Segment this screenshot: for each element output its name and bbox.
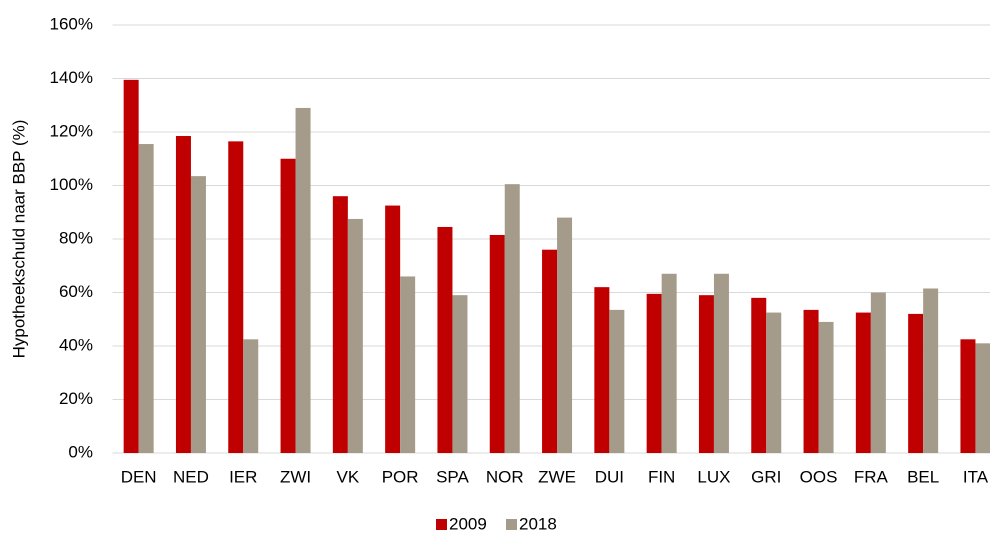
bar bbox=[609, 309, 625, 453]
bar bbox=[698, 295, 714, 453]
bar bbox=[870, 292, 886, 453]
bar bbox=[557, 217, 573, 453]
bar bbox=[751, 297, 767, 453]
bar bbox=[713, 273, 729, 453]
bar bbox=[347, 218, 363, 453]
y-tick-label: 120% bbox=[50, 121, 93, 140]
x-tick-label: DUI bbox=[595, 467, 624, 486]
bar bbox=[228, 141, 244, 454]
bar bbox=[400, 276, 416, 453]
x-tick-label: BEL bbox=[907, 467, 939, 486]
x-tick-label: ITA bbox=[963, 467, 989, 486]
x-tick-label: GRI bbox=[751, 467, 781, 486]
y-tick-label: 100% bbox=[50, 175, 93, 194]
bar bbox=[175, 136, 191, 453]
bar bbox=[855, 312, 871, 453]
x-tick-label: POR bbox=[382, 467, 419, 486]
x-tick-label: DEN bbox=[121, 467, 157, 486]
y-tick-label: 60% bbox=[59, 282, 93, 301]
bar bbox=[908, 313, 924, 453]
x-tick-label: SPA bbox=[436, 467, 469, 486]
legend-label: 2009 bbox=[449, 514, 487, 533]
bar bbox=[923, 288, 939, 453]
bar bbox=[504, 184, 520, 453]
bar bbox=[280, 158, 296, 453]
x-tick-label: FIN bbox=[648, 467, 675, 486]
y-tick-label: 80% bbox=[59, 228, 93, 247]
x-tick-label: NED bbox=[173, 467, 209, 486]
y-tick-label: 40% bbox=[59, 335, 93, 354]
bar bbox=[243, 339, 259, 453]
x-tick-label: ZWI bbox=[280, 467, 311, 486]
bar bbox=[646, 293, 662, 453]
y-tick-label: 160% bbox=[50, 14, 93, 33]
x-tick-label: ZWE bbox=[538, 467, 576, 486]
x-tick-label: OOS bbox=[800, 467, 838, 486]
bar bbox=[818, 321, 834, 453]
bar bbox=[661, 273, 677, 453]
x-tick-label: VK bbox=[337, 467, 360, 486]
bar bbox=[138, 144, 154, 453]
y-tick-label: 140% bbox=[50, 68, 93, 87]
bar bbox=[975, 343, 990, 453]
bar bbox=[803, 309, 819, 453]
legend-swatch bbox=[436, 519, 447, 530]
bar bbox=[437, 226, 453, 453]
bar bbox=[123, 79, 139, 454]
bar bbox=[332, 196, 348, 453]
x-tick-label: NOR bbox=[486, 467, 524, 486]
bar bbox=[960, 339, 976, 453]
x-tick-label: IER bbox=[229, 467, 257, 486]
legend-swatch bbox=[506, 519, 517, 530]
bar bbox=[766, 312, 782, 453]
bar bbox=[594, 287, 610, 453]
bar bbox=[489, 234, 505, 453]
y-tick-label: 20% bbox=[59, 389, 93, 408]
legend-label: 2018 bbox=[519, 514, 557, 533]
x-tick-label: FRA bbox=[854, 467, 889, 486]
bar bbox=[385, 205, 401, 453]
bar bbox=[542, 249, 558, 453]
x-tick-label: LUX bbox=[697, 467, 730, 486]
y-tick-label: 0% bbox=[68, 442, 93, 461]
bar bbox=[190, 176, 206, 453]
bar bbox=[295, 107, 311, 454]
bar bbox=[452, 295, 468, 453]
y-axis-label: Hypotheekschuld naar BBP (%) bbox=[9, 120, 28, 359]
